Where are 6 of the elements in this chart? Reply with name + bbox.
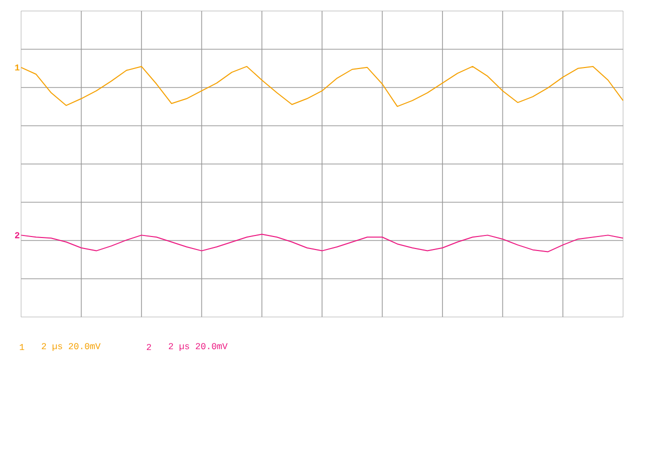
text: 2 µs 20.0mV — [168, 343, 228, 351]
series-label: 2 — [15, 232, 20, 238]
text: 1 — [20, 344, 24, 350]
series-label: 1 — [15, 64, 20, 70]
text: 2 — [146, 344, 151, 350]
text: 2 µs 20.0mV — [42, 343, 101, 351]
